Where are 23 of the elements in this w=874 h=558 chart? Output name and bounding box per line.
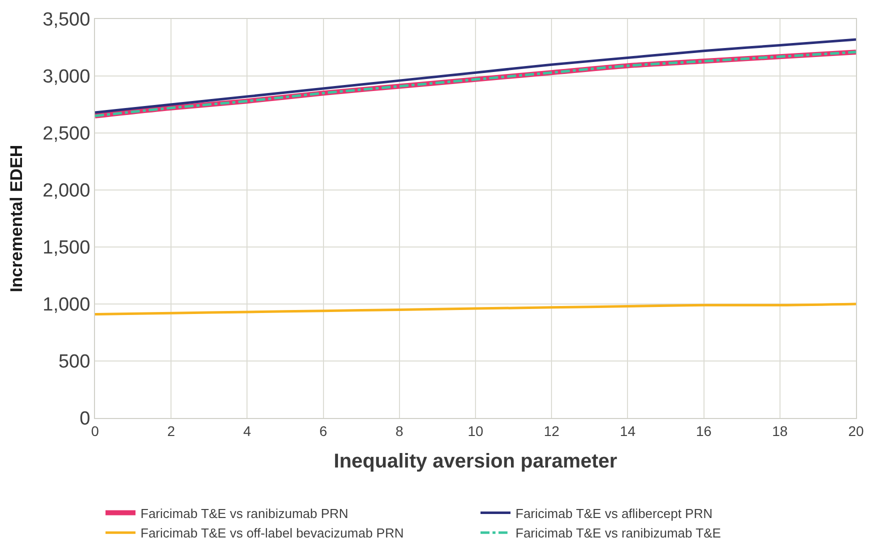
x-tick-label: 2	[167, 422, 176, 439]
y-tick-label: 500	[58, 352, 90, 373]
x-tick-label: 12	[544, 422, 560, 439]
legend-label: Faricimab T&E vs off-label bevacizumab PRN	[140, 526, 404, 541]
legend-label: Faricimab T&E vs ranibizumab T&E	[516, 526, 722, 541]
y-tick-label: 2,000	[42, 180, 90, 202]
y-axis-title: Incremental EDEH	[7, 144, 26, 292]
x-tick-label: 4	[243, 422, 252, 439]
x-axis-title: Inequality aversion parameter	[334, 450, 618, 472]
y-tick-label: 2,500	[42, 124, 90, 145]
legend-label: Faricimab T&E vs aflibercept PRN	[516, 506, 712, 521]
x-tick-label: 6	[319, 422, 328, 439]
x-tick-label: 18	[772, 422, 788, 439]
x-tick-label: 20	[848, 422, 864, 439]
y-tick-label: 1,000	[42, 294, 90, 316]
x-tick-label: 10	[468, 422, 484, 439]
legend-label: Faricimab T&E vs ranibizumab PRN	[140, 506, 348, 521]
y-tick-label: 1,500	[42, 238, 90, 259]
x-tick-label: 16	[696, 422, 712, 439]
x-tick-label: 14	[620, 422, 636, 439]
x-tick-label: 8	[396, 422, 404, 439]
y-tick-label: 3,500	[42, 10, 90, 31]
y-tick-label: 3,000	[42, 66, 90, 88]
